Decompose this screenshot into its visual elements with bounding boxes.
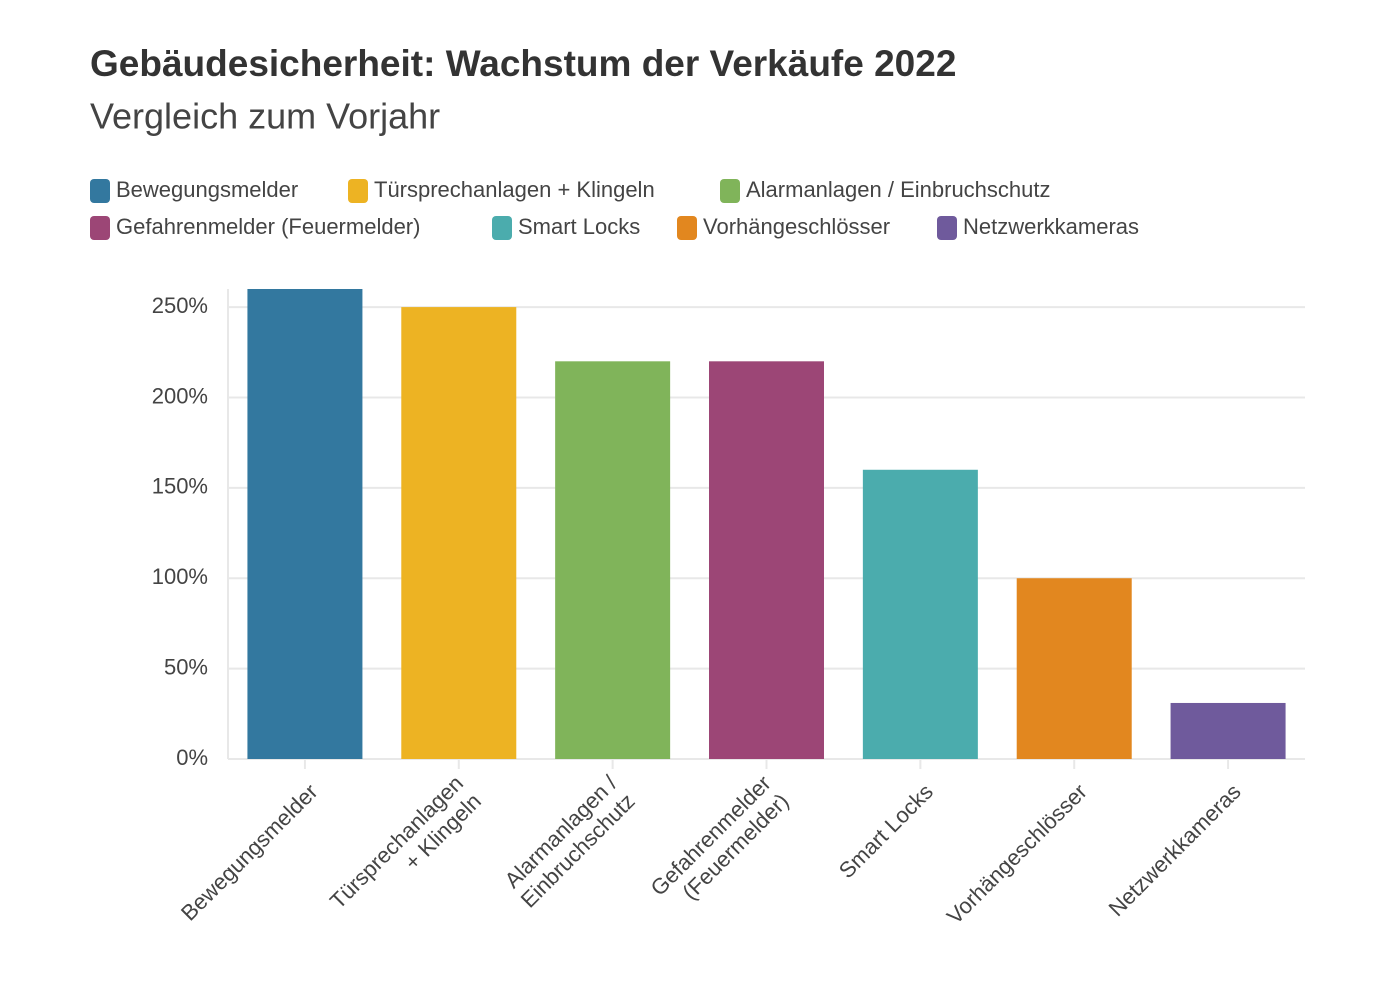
y-tick-label: 250%: [152, 293, 208, 318]
x-tick-label: Vorhängeschlösser: [942, 779, 1092, 929]
legend-swatch: [937, 216, 957, 240]
legend-label: Alarmanlagen / Einbruchschutz: [746, 177, 1051, 202]
legend-swatch: [348, 179, 368, 203]
legend-swatch: [90, 179, 110, 203]
x-tick-label: Bewegungsmelder: [176, 779, 323, 926]
legend-label: Netzwerkkameras: [963, 214, 1139, 239]
legend-label: Smart Locks: [518, 214, 640, 239]
y-tick-label: 100%: [152, 564, 208, 589]
legend-label: Gefahrenmelder (Feuermelder): [116, 214, 420, 239]
legend-label: Bewegungsmelder: [116, 177, 298, 202]
chart-subtitle: Vergleich zum Vorjahr: [90, 96, 440, 137]
bar: [401, 307, 517, 759]
x-tick-label: Gefahrenmelder(Feuermelder): [645, 770, 793, 918]
y-tick-label: 150%: [152, 474, 208, 499]
bar: [555, 361, 671, 759]
bar: [862, 469, 978, 759]
bar: [1016, 578, 1132, 759]
legend-swatch: [720, 179, 740, 203]
legend-label: Vorhängeschlösser: [703, 214, 890, 239]
bar: [247, 289, 363, 759]
legend-label: Türsprechanlagen + Klingeln: [374, 177, 655, 202]
x-tick-label: Smart Locks: [834, 779, 938, 883]
y-tick-label: 0%: [176, 745, 208, 770]
legend-swatch: [492, 216, 512, 240]
y-tick-label: 200%: [152, 383, 208, 408]
chart-title: Gebäudesicherheit: Wachstum der Verkäufe…: [90, 43, 956, 84]
bar: [709, 361, 824, 759]
legend-swatch: [677, 216, 697, 240]
x-tick-label: Türsprechanlagen+ Klingeln: [325, 770, 486, 931]
x-tick-label: Netzwerkkameras: [1104, 779, 1246, 921]
x-tick-label: Alarmanlagen /Einbruchschutz: [498, 770, 641, 913]
y-tick-label: 50%: [164, 654, 208, 679]
bar: [1170, 702, 1286, 759]
legend-swatch: [90, 216, 110, 240]
